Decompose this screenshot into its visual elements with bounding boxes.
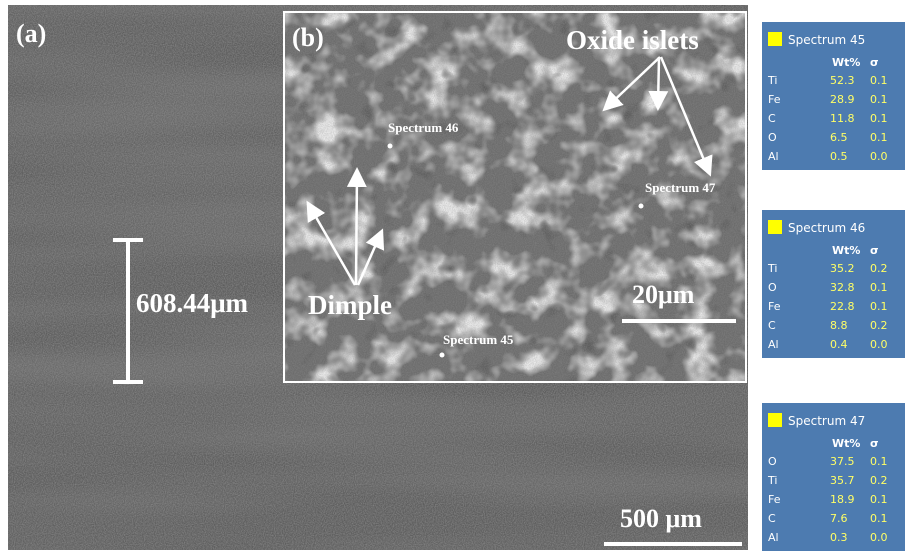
column-header: σ [870, 244, 879, 257]
figure: (a) 608.44μm 500 μm (b) Oxide islets Dim… [0, 0, 910, 554]
sigma: 0.1 [870, 281, 888, 294]
sigma: 0.1 [870, 300, 888, 313]
element: C [768, 512, 776, 525]
element: C [768, 112, 776, 125]
scale-label: 500 μm [620, 504, 702, 533]
element: Fe [768, 493, 781, 506]
column-header: Wt% [832, 56, 860, 69]
color-swatch [768, 32, 782, 46]
weight-pct: 0.4 [830, 338, 848, 351]
annotation: Dimple [308, 290, 392, 320]
element: Al [768, 150, 779, 163]
weight-pct: 7.6 [830, 512, 848, 525]
weight-pct: 35.2 [830, 262, 855, 275]
sigma: 0.1 [870, 493, 888, 506]
element: Ti [767, 74, 777, 87]
column-header: σ [870, 437, 879, 450]
color-swatch [768, 413, 782, 427]
sigma: 0.2 [870, 262, 888, 275]
measurement: 608.44μm [136, 288, 249, 318]
element: Fe [768, 93, 781, 106]
annotation: Oxide islets [566, 25, 699, 55]
weight-pct: 28.9 [830, 93, 855, 106]
spectra: Spectrum 45 Wt% σ Ti 52.3 0.1 Fe 28.9 0.1 C 11.8 0.… [762, 22, 905, 551]
element: Al [768, 531, 779, 544]
panel-label: (a) [16, 19, 46, 48]
sigma: 0.0 [870, 150, 888, 163]
spot [440, 353, 445, 358]
panel-label: (b) [292, 23, 324, 52]
table-title: Spectrum 47 [788, 414, 865, 428]
color-swatch [768, 220, 782, 234]
element: O [768, 131, 777, 144]
weight-pct: 35.7 [830, 474, 855, 487]
element: Ti [767, 474, 777, 487]
panel-b: (b) Oxide islets Dimple Spectrum 46 Spec… [284, 12, 746, 382]
element: Fe [768, 300, 781, 313]
weight-pct: 52.3 [830, 74, 855, 87]
element: Ti [767, 262, 777, 275]
scale-label: 20μm [632, 280, 695, 309]
sigma: 0.1 [870, 512, 888, 525]
weight-pct: 8.8 [830, 319, 848, 332]
weight-pct: 6.5 [830, 131, 848, 144]
weight-pct: 0.5 [830, 150, 848, 163]
weight-pct: 18.9 [830, 493, 855, 506]
sigma: 0.1 [870, 93, 888, 106]
sigma: 0.2 [870, 474, 888, 487]
table-title: Spectrum 45 [788, 33, 865, 47]
column-header: Wt% [832, 244, 860, 257]
weight-pct: 11.8 [830, 112, 855, 125]
sigma: 0.0 [870, 338, 888, 351]
sigma: 0.1 [870, 74, 888, 87]
spot [388, 144, 393, 149]
sigma: 0.1 [870, 455, 888, 468]
weight-pct: 37.5 [830, 455, 855, 468]
element: Al [768, 338, 779, 351]
texture [285, 13, 745, 381]
spot-label: Spectrum 47 [645, 180, 716, 195]
table-title: Spectrum 46 [788, 221, 865, 235]
column-header: σ [870, 56, 879, 69]
sigma: 0.1 [870, 131, 888, 144]
weight-pct: 32.8 [830, 281, 855, 294]
spot-label: Spectrum 46 [388, 120, 459, 135]
element: O [768, 281, 777, 294]
element: O [768, 455, 777, 468]
weight-pct: 22.8 [830, 300, 855, 313]
column-header: Wt% [832, 437, 860, 450]
spot-label: Spectrum 45 [443, 332, 514, 347]
weight-pct: 0.3 [830, 531, 848, 544]
sigma: 0.0 [870, 531, 888, 544]
sigma: 0.2 [870, 319, 888, 332]
spot [639, 204, 644, 209]
sigma: 0.1 [870, 112, 888, 125]
element: C [768, 319, 776, 332]
